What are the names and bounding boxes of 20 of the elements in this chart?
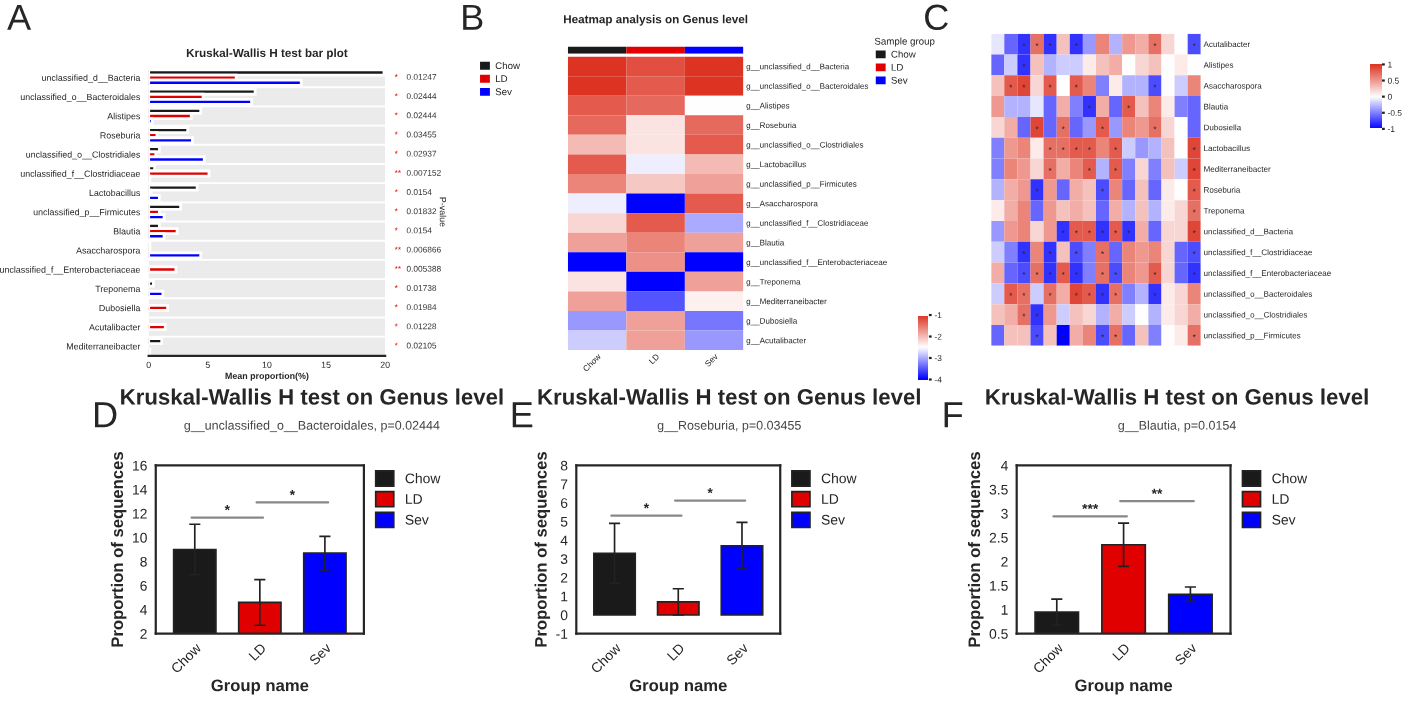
text: D: [95, 402, 117, 428]
bar: [148, 251, 203, 260]
text: C: [925, 4, 948, 31]
bar: [148, 303, 169, 312]
text: A: [7, 4, 32, 30]
y-axis-title: Proportion of sequences: [534, 452, 551, 647]
chart-title: Kruskal-Wallis H test on Genus level: [986, 388, 1368, 405]
y-axis-title: Proportion of sequences: [110, 452, 127, 647]
x-axis-title: Group name: [629, 679, 727, 695]
bar: [148, 323, 167, 332]
chart-title: Kruskal-Wallis H test on Genus level: [538, 388, 920, 405]
y-axis-title: Proportion of sequences: [967, 452, 984, 647]
x-axis-title: Group name: [1075, 679, 1173, 695]
bar: [148, 169, 211, 178]
x-axis-title: Group name: [211, 679, 309, 695]
chart-title: Kruskal-Wallis H test on Genus level: [121, 388, 503, 405]
text: E: [512, 402, 533, 428]
bar: [148, 265, 178, 274]
text: F: [944, 402, 963, 428]
text: B: [463, 4, 483, 30]
